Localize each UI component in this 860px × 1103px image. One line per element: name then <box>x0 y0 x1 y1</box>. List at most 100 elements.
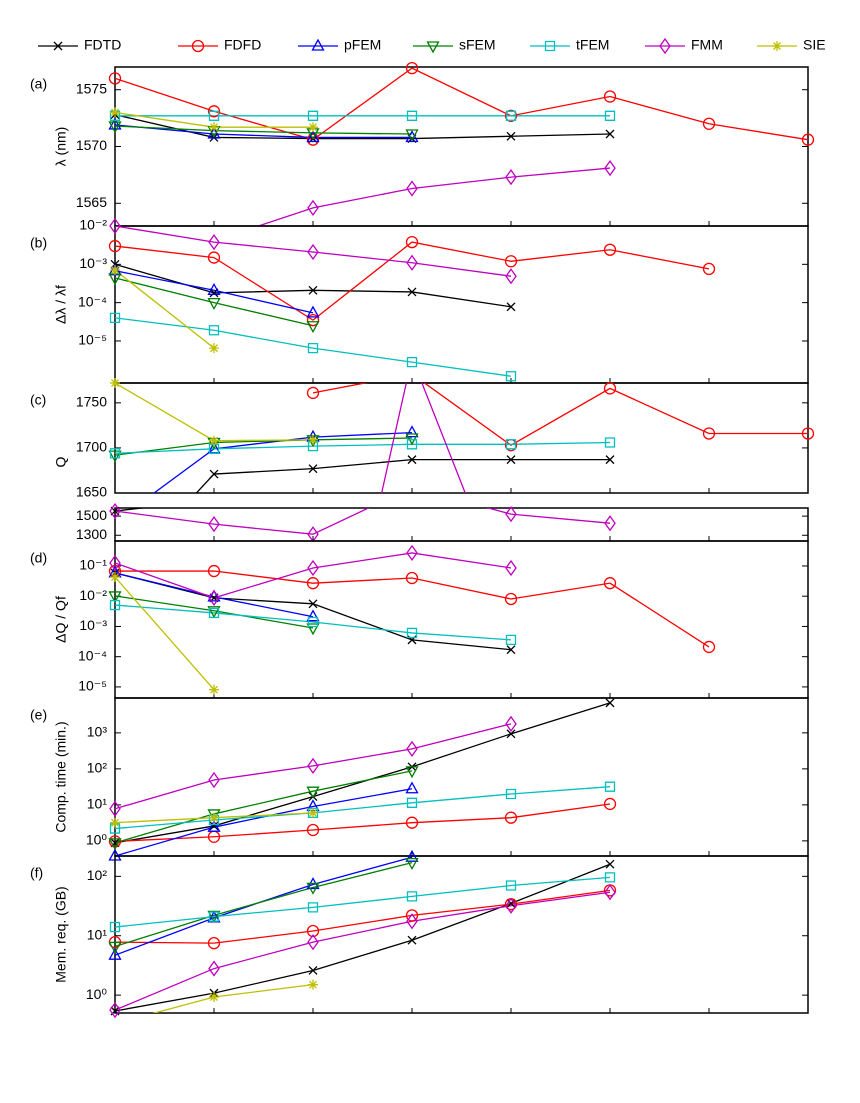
marker <box>207 282 221 295</box>
marker <box>405 571 419 585</box>
marker <box>506 729 516 739</box>
marker <box>505 506 517 523</box>
marker <box>406 439 418 450</box>
marker <box>108 564 122 578</box>
plot-area <box>115 495 611 535</box>
marker <box>109 1001 121 1019</box>
series-line <box>152 984 314 1013</box>
marker <box>306 314 320 327</box>
marker <box>504 811 518 824</box>
series-line <box>115 788 413 856</box>
marker <box>405 816 419 829</box>
y-tick-label: 10² <box>87 760 108 776</box>
marker <box>306 924 320 938</box>
marker <box>505 897 517 914</box>
y-axis-label: Δλ / λf <box>53 285 69 324</box>
marker <box>209 812 219 823</box>
marker <box>407 287 417 297</box>
marker <box>207 251 221 264</box>
marker <box>604 110 616 121</box>
marker <box>603 90 617 103</box>
marker <box>406 797 418 808</box>
marker <box>307 616 319 628</box>
y-tick-label: 10⁰ <box>86 832 108 848</box>
panel-frame <box>114 382 809 494</box>
marker <box>208 516 220 533</box>
marker <box>505 559 517 577</box>
marker <box>306 623 320 636</box>
marker <box>505 169 517 186</box>
marker <box>405 849 419 862</box>
marker <box>702 262 716 275</box>
marker <box>307 807 319 819</box>
marker <box>110 572 120 583</box>
marker <box>110 817 120 828</box>
series-line <box>115 862 413 948</box>
marker <box>505 268 517 285</box>
y-tick-label: 1500 <box>76 507 107 523</box>
marker <box>406 627 418 639</box>
plot-area <box>115 67 808 226</box>
series-line <box>115 317 512 377</box>
y-tick-label: 10⁻⁵ <box>78 332 107 348</box>
marker <box>605 455 615 465</box>
marker <box>208 233 220 251</box>
series-line <box>115 125 413 135</box>
marker <box>307 757 319 775</box>
marker <box>604 515 616 532</box>
series-line <box>115 570 710 648</box>
marker <box>772 41 782 51</box>
legend-label: FMM <box>691 37 723 53</box>
series-line <box>115 277 314 327</box>
marker <box>604 872 616 883</box>
marker <box>306 786 320 799</box>
series-line <box>115 441 611 454</box>
marker <box>405 858 419 870</box>
marker <box>108 239 122 253</box>
series-line <box>115 770 413 844</box>
marker <box>505 634 517 646</box>
series-line <box>115 889 611 944</box>
series-line <box>115 495 412 504</box>
marker <box>405 425 419 438</box>
marker <box>108 121 122 134</box>
marker <box>109 800 121 817</box>
legend-label: tFEM <box>576 37 609 53</box>
marker <box>108 941 122 954</box>
marker <box>207 937 221 950</box>
marker <box>306 386 320 399</box>
panel-label: (a) <box>30 76 47 92</box>
y-axis-label: λ (nm) <box>53 127 69 167</box>
marker <box>307 110 319 121</box>
marker <box>407 455 417 465</box>
y-axis-label: Q <box>53 456 69 467</box>
series-line <box>115 786 611 830</box>
legend-label: FDTD <box>84 37 121 53</box>
series-line <box>115 496 412 498</box>
marker <box>308 966 318 975</box>
marker <box>307 199 319 216</box>
series-line <box>115 552 512 599</box>
panel-label: (d) <box>30 550 47 566</box>
marker <box>110 378 120 388</box>
y-tick-label: 10⁻² <box>79 587 107 603</box>
marker <box>207 297 221 310</box>
series-line <box>115 723 512 810</box>
marker <box>801 427 815 440</box>
marker <box>109 448 121 459</box>
marker <box>604 437 616 448</box>
y-tick-label: 1750 <box>76 394 107 410</box>
series-line <box>312 383 808 446</box>
series-line <box>256 167 611 226</box>
marker <box>109 312 121 324</box>
marker <box>801 133 815 146</box>
series-line <box>115 124 412 139</box>
marker <box>702 117 716 130</box>
marker <box>308 979 318 990</box>
marker <box>604 884 616 901</box>
marker <box>505 110 517 121</box>
marker <box>53 41 63 51</box>
marker <box>208 443 220 454</box>
marker <box>603 243 617 256</box>
y-tick-label: 10³ <box>87 724 108 740</box>
